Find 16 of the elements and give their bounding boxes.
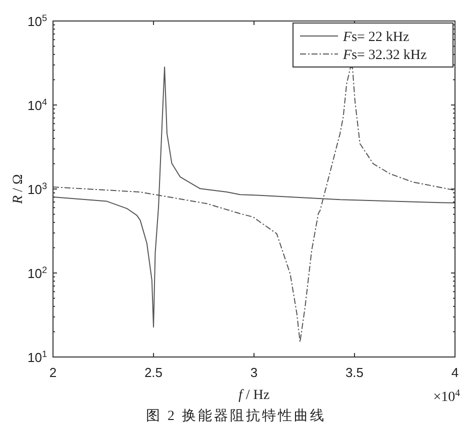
text: ×10$^{4}$: [433, 388, 460, 405]
x-tick-label: 3.5: [345, 365, 364, 380]
text: 图 2 换能器阻抗特性曲线: [146, 408, 326, 424]
legend-label: Fs= 32.32 kHz: [342, 48, 427, 63]
y-axis-title: R / Ω: [11, 174, 26, 205]
x-tick-label: 2.5: [144, 365, 163, 380]
y-tick-label: 10$^{5}$: [27, 13, 47, 29]
x-tick-label: 4: [451, 365, 459, 380]
legend-label: Fs= 22 kHz: [342, 30, 410, 45]
y-tick-label: 10$^{1}$: [27, 349, 47, 365]
y-tick-label: 10$^{4}$: [27, 97, 47, 113]
x-tick-label: 2: [49, 365, 57, 380]
y-tick-label: 10$^{3}$: [27, 181, 47, 197]
y-tick-label: 10$^{2}$: [27, 265, 47, 281]
x-axis-title: f / Hz: [238, 388, 270, 403]
x-tick-label: 3: [250, 365, 258, 380]
